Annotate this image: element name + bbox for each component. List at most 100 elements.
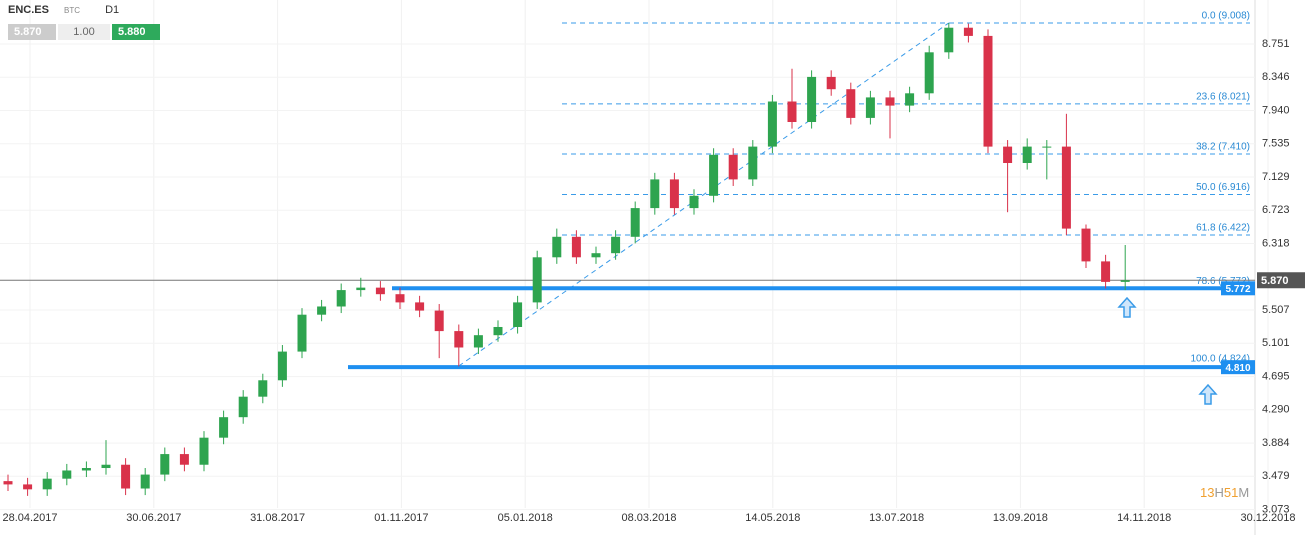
x-tick-label: 31.08.2017 <box>250 512 305 524</box>
candle-body <box>865 97 875 118</box>
candle-body <box>454 331 464 348</box>
x-tick-label: 14.05.2018 <box>745 512 800 524</box>
current-price-label: 5.870 <box>1261 275 1289 287</box>
candle-body <box>1022 146 1032 164</box>
x-tick-label: 05.01.2018 <box>498 512 553 524</box>
fib-label: 61.8 (6.422) <box>1196 223 1250 234</box>
candle-body <box>81 468 91 471</box>
candle-body <box>277 351 287 381</box>
candle-body <box>415 302 425 311</box>
candle-body <box>356 287 366 291</box>
x-tick-label: 01.11.2017 <box>374 512 428 524</box>
candle-body <box>62 470 72 479</box>
volume-input[interactable]: 1.00 <box>58 24 110 40</box>
candle-body <box>846 89 856 118</box>
candle-body <box>689 195 699 209</box>
candle-body <box>669 179 679 209</box>
level-label: 5.772 <box>1225 284 1250 295</box>
candle-body <box>748 146 758 180</box>
toolbar: ENC.ES BTC D1 <box>8 4 119 16</box>
x-tick-label: 08.03.2018 <box>621 512 676 524</box>
fib-label: 100.0 (4.824) <box>1191 354 1251 365</box>
fib-label: 0.0 (9.008) <box>1202 11 1250 22</box>
bid-button[interactable]: 5.870 <box>8 24 56 40</box>
countdown-part: M <box>1238 485 1249 500</box>
y-tick-label: 3.479 <box>1262 470 1290 482</box>
up-arrow <box>1117 296 1137 318</box>
y-tick-label: 8.346 <box>1262 71 1290 83</box>
level-label: 4.810 <box>1225 363 1250 374</box>
candle-body <box>983 35 993 147</box>
currency[interactable]: BTC <box>64 5 81 15</box>
candle-body <box>375 287 385 295</box>
candle-body <box>238 396 248 418</box>
candle-body <box>473 335 483 348</box>
candle-body <box>3 481 13 485</box>
candle-body <box>1003 146 1013 164</box>
candle-body <box>258 380 268 397</box>
y-tick-label: 5.101 <box>1262 337 1290 349</box>
x-tick-label: 14.11.2018 <box>1117 512 1171 524</box>
candle-body <box>1120 280 1130 282</box>
candle-body <box>179 454 189 465</box>
y-tick-label: 7.129 <box>1262 171 1290 183</box>
countdown-part: H <box>1214 485 1223 500</box>
candle-body <box>963 27 973 36</box>
candle-body <box>826 76 836 90</box>
candle-body <box>297 314 307 352</box>
y-tick-label: 3.884 <box>1262 437 1290 449</box>
level-box <box>1221 360 1255 375</box>
candle-body <box>924 52 934 94</box>
candle-body <box>336 290 346 307</box>
candle-body <box>611 236 621 254</box>
candle-body <box>1042 146 1052 148</box>
fib-label: 38.2 (7.410) <box>1196 142 1250 153</box>
x-tick-label: 28.04.2017 <box>2 512 57 524</box>
candle-body <box>728 154 738 180</box>
y-tick-label: 4.695 <box>1262 371 1290 383</box>
candle-body <box>591 253 601 258</box>
y-tick-label: 7.940 <box>1262 104 1290 116</box>
candle-body <box>1101 261 1111 282</box>
y-tick-label: 5.507 <box>1262 304 1290 316</box>
candle-body <box>23 484 33 490</box>
candle-body <box>532 257 542 303</box>
trade-row: 5.870 1.00 5.880 <box>8 24 160 40</box>
symbol[interactable]: ENC.ES <box>8 4 49 17</box>
fib-label: 50.0 (6.916) <box>1196 182 1250 193</box>
countdown-part: 51 <box>1224 485 1238 500</box>
fib-trend-line <box>458 22 950 367</box>
candle-body <box>434 310 444 332</box>
fib-label: 23.6 (8.021) <box>1196 92 1250 103</box>
level-box <box>1221 281 1255 296</box>
candle-body <box>1061 146 1071 229</box>
countdown: 13H51M <box>1200 485 1249 500</box>
candle-body <box>905 93 915 106</box>
y-tick-label: 4.290 <box>1262 404 1290 416</box>
countdown-part: 13 <box>1200 485 1214 500</box>
candle-body <box>630 208 640 237</box>
ask-button[interactable]: 5.880 <box>112 24 160 40</box>
y-tick-label: 8.751 <box>1262 38 1290 50</box>
candle-body <box>199 437 209 465</box>
y-tick-label: 3.073 <box>1262 503 1290 515</box>
timeframe[interactable]: D1 <box>105 4 120 17</box>
arrows <box>1117 296 1218 405</box>
candle-body <box>787 101 797 123</box>
y-tick-label: 6.723 <box>1262 204 1290 216</box>
candle-body <box>807 76 817 123</box>
candle-body <box>513 302 523 327</box>
x-tick-label: 30.12.2018 <box>1240 512 1295 524</box>
candle-body <box>140 474 150 489</box>
x-tick-label: 13.09.2018 <box>993 512 1048 524</box>
x-tick-label: 30.06.2017 <box>126 512 181 524</box>
candle-body <box>395 294 405 303</box>
candle-body <box>219 417 229 438</box>
candle-body <box>121 464 131 489</box>
candle-body <box>571 236 581 258</box>
x-tick-label: 13.07.2018 <box>869 512 924 524</box>
candle-body <box>160 454 170 475</box>
candle-body <box>101 464 111 469</box>
